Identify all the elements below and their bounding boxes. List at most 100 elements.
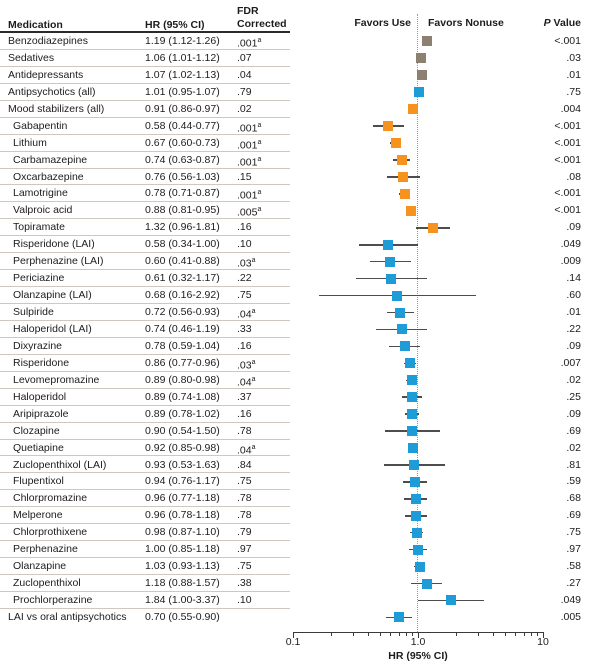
hr-ci-value: 0.78 (0.59-1.04) xyxy=(145,339,220,352)
table-row: Zuclopenthixol (LAI) 0.93 (0.53-1.63) .84.… xyxy=(0,457,600,474)
axis-tick xyxy=(523,632,525,636)
table-row: Perphenazine 1.00 (0.85-1.18) .97 .97 xyxy=(0,541,600,559)
table-row: Valproic acid 0.88 (0.81-0.95) .005a <.001 xyxy=(0,202,600,220)
medication-name: Clozapine xyxy=(13,424,60,437)
x-axis-label: HR (95% CI) xyxy=(388,650,448,662)
row-separator xyxy=(0,540,290,542)
hr-point-marker xyxy=(406,375,417,386)
fdr-corrected-value: .75 xyxy=(237,289,252,302)
medication-name: Antidepressants xyxy=(8,68,84,81)
footnote-marker: a xyxy=(257,189,262,197)
table-row: Periciazine 0.61 (0.32-1.17) .22 .14 xyxy=(0,270,600,288)
table-row: Flupentixol 0.94 (0.76-1.17) .75 .59 xyxy=(0,473,600,491)
fdr-header-line1: FDR xyxy=(237,5,259,17)
hr-point-marker xyxy=(422,36,433,47)
footnote-marker: a xyxy=(257,121,262,129)
table-row: Gabapentin 0.58 (0.44-0.77) .001a <.001 xyxy=(0,118,600,135)
axis-tick xyxy=(293,632,294,638)
hr-point-marker xyxy=(383,121,394,132)
medication-name: Topiramate xyxy=(13,221,65,234)
row-separator xyxy=(0,201,290,203)
axis-tick xyxy=(418,632,419,638)
p-value: <.001 xyxy=(554,204,581,217)
hr-point-marker xyxy=(383,239,394,250)
hr-point-marker xyxy=(393,612,404,623)
hr-point-marker xyxy=(408,443,419,454)
medication-name: Chlorprothixene xyxy=(13,526,88,539)
p-value: .09 xyxy=(566,407,581,420)
footnote-marker: a xyxy=(251,375,256,383)
hr-point-marker xyxy=(413,87,424,98)
column-header-medication: Medication xyxy=(8,19,63,31)
hr-point-marker xyxy=(406,409,417,420)
table-row: Lithium 0.67 (0.60-0.73) .001a <.001 xyxy=(0,135,600,152)
fdr-corrected-value: .97 xyxy=(237,543,252,556)
axis-tick xyxy=(530,632,532,636)
hr-point-marker xyxy=(414,561,425,572)
p-value: .97 xyxy=(566,543,581,556)
fdr-corrected-value: .37 xyxy=(237,390,252,403)
table-row: Lamotrigine 0.78 (0.71-0.87) .001a <.001 xyxy=(0,185,600,203)
p-value: .009 xyxy=(560,255,581,268)
fdr-corrected-value: .10 xyxy=(237,594,252,607)
p-value: <.001 xyxy=(554,35,581,47)
p-value: .049 xyxy=(560,238,581,251)
axis-tick xyxy=(505,632,507,636)
row-separator xyxy=(0,303,290,305)
table-row: Risperidone 0.86 (0.77-0.96) .03a .007 xyxy=(0,355,600,372)
hr-point-marker xyxy=(416,70,427,81)
p-value: .01 xyxy=(566,306,581,319)
p-value: .69 xyxy=(566,509,581,522)
medication-name: Zuclopenthixol xyxy=(13,577,81,590)
table-row: Benzodiazepines 1.19 (1.12-1.26) .001a <.00… xyxy=(0,33,600,50)
hr-point-marker xyxy=(413,544,423,555)
fdr-corrected-value: .001a xyxy=(237,155,262,169)
axis-tick xyxy=(398,632,400,636)
table-row: Aripiprazole 0.89 (0.78-1.02) .16 .09 xyxy=(0,406,600,423)
table-row: Olanzapine (LAI) 0.68 (0.16-2.92) .75 .60 xyxy=(0,287,600,305)
hr-point-marker xyxy=(411,527,422,538)
table-row: Antipsychotics (all) 1.01 (0.95-1.07) .79.… xyxy=(0,84,600,101)
fdr-corrected-value: .001a xyxy=(237,189,262,202)
axis-tick xyxy=(515,632,517,636)
row-separator xyxy=(0,116,290,118)
fdr-corrected-value: .02 xyxy=(237,102,252,115)
hr-ci-value: 0.70 (0.55-0.90) xyxy=(145,610,220,623)
medication-name: Chlorpromazine xyxy=(13,492,88,505)
row-separator xyxy=(0,489,290,491)
axis-tick-label: 10 xyxy=(537,636,549,648)
hr-ci-value: 0.74 (0.63-0.87) xyxy=(145,153,220,166)
table-row: Topiramate 1.32 (0.96-1.81) .16 .09 xyxy=(0,219,600,237)
hr-point-marker xyxy=(410,493,421,504)
footnote-marker: a xyxy=(251,358,256,366)
fdr-corrected-value: .005a xyxy=(237,206,262,219)
fdr-corrected-value: .78 xyxy=(237,492,252,505)
medication-name: Oxcarbazepine xyxy=(13,170,84,183)
hr-ci-value: 0.93 (0.53-1.63) xyxy=(145,458,220,471)
axis-tick-label: 0.1 xyxy=(285,636,301,648)
row-separator xyxy=(0,99,290,101)
hr-ci-value: 0.89 (0.78-1.02) xyxy=(145,407,220,420)
hr-point-marker xyxy=(395,307,406,318)
table-row: Sulpiride 0.72 (0.56-0.93) .04a .01 xyxy=(0,304,600,321)
row-separator xyxy=(0,591,290,593)
medication-name: Carbamazepine xyxy=(13,153,88,166)
p-value: .27 xyxy=(566,577,581,590)
hr-point-marker xyxy=(396,324,407,335)
table-row: Chlorprothixene 0.98 (0.87-1.10) .79 .75 xyxy=(0,524,600,542)
axis-tick xyxy=(368,632,370,636)
hr-ci-value: 0.72 (0.56-0.93) xyxy=(145,306,220,319)
hr-ci-value: 0.78 (0.71-0.87) xyxy=(145,187,220,200)
hr-ci-value: 1.07 (1.02-1.13) xyxy=(145,68,220,81)
row-separator xyxy=(0,370,290,372)
medication-name: Benzodiazepines xyxy=(8,35,88,47)
medication-name: Lithium xyxy=(13,136,47,149)
column-header-fdr-corrected: FDR Corrected xyxy=(237,5,287,31)
table-row: Carbamazepine 0.74 (0.63-0.87) .001a <.001 xyxy=(0,152,600,169)
medication-name: Olanzapine xyxy=(13,560,67,573)
footnote-marker: a xyxy=(257,138,262,146)
fdr-corrected-value: .75 xyxy=(237,560,252,573)
p-value: .005 xyxy=(560,610,581,623)
fdr-corrected-value: .001a xyxy=(237,121,262,135)
hr-ci-value: 0.61 (0.32-1.17) xyxy=(145,272,220,285)
